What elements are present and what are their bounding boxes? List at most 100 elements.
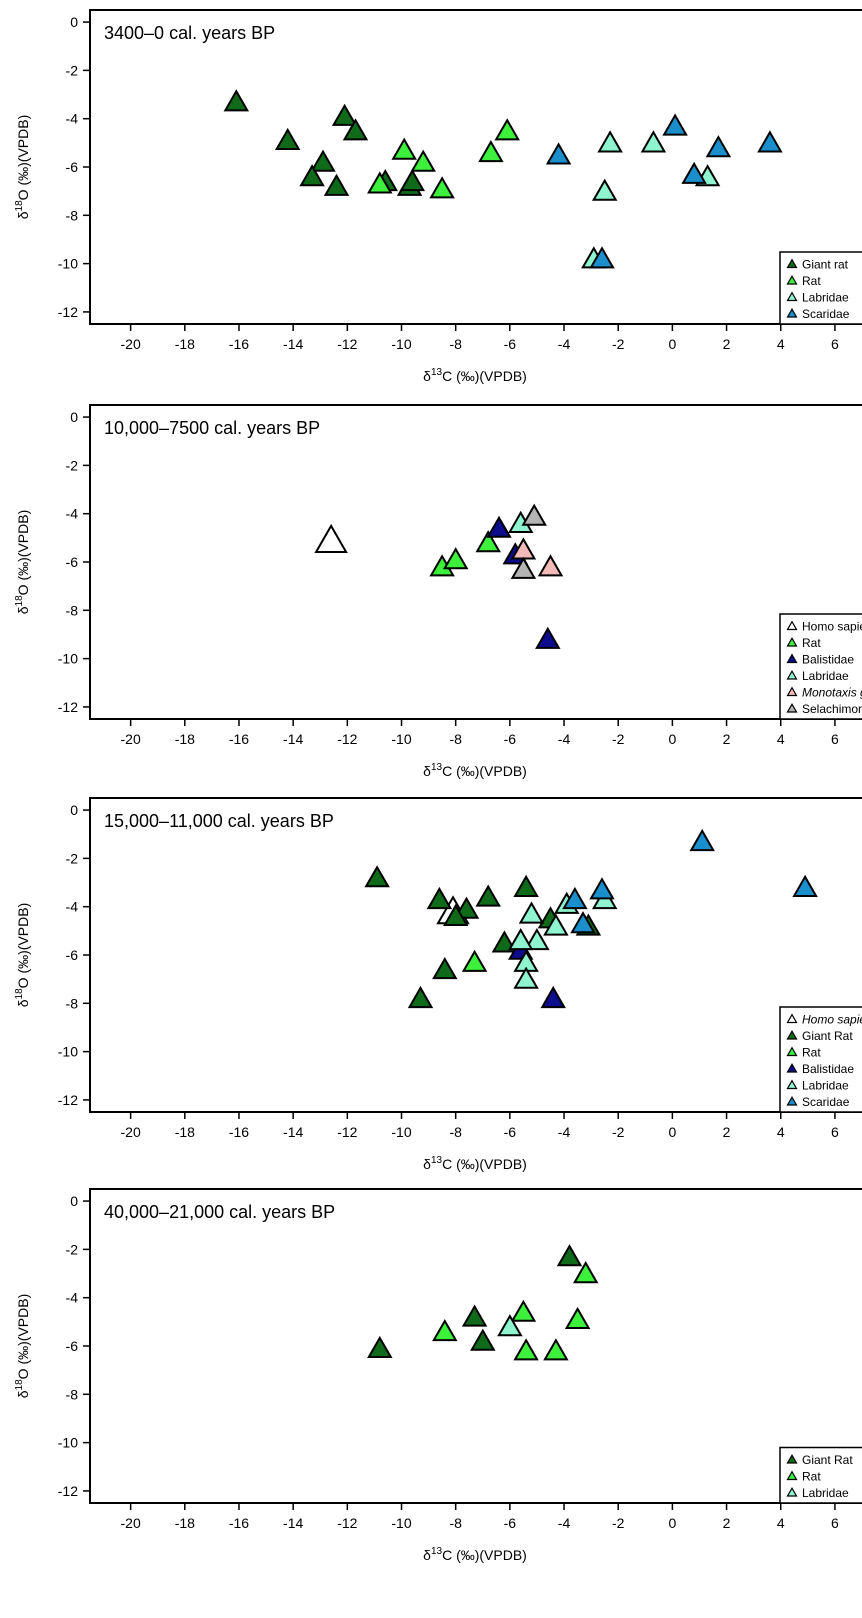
- data-point: [429, 176, 455, 199]
- x-axis-label: δ13C (‰)(VPDB): [423, 1546, 527, 1563]
- legend-label: Giant rat: [802, 258, 849, 272]
- legend-box: [779, 613, 862, 720]
- data-point: [494, 118, 520, 141]
- x-axis-label-superscript: 13: [431, 762, 443, 773]
- y-tick-label: -10: [58, 1435, 78, 1451]
- data-point: [513, 966, 539, 989]
- data-point: [310, 149, 336, 172]
- legend-marker: [786, 702, 798, 713]
- data-point: [367, 171, 393, 194]
- legend-label: Homo sapiens: [802, 620, 862, 634]
- panel-4: 0-2-4-6-8-10-12-20 -18 -16 -14 -12 -10 -8 -6 -4-…: [14, 1188, 862, 1563]
- x-axis-label-text: C (‰)(VPDB): [442, 763, 527, 779]
- data-point: [507, 927, 534, 951]
- x-tick-label: 6: [831, 336, 839, 352]
- legend-label: Monotaxis grandoculis: [802, 686, 862, 700]
- data-point: [510, 556, 537, 579]
- data-point: [572, 1260, 599, 1284]
- legend-label: Rat: [802, 274, 821, 288]
- legend-marker: [786, 1470, 798, 1481]
- legend-marker: [786, 1062, 798, 1073]
- series-labridae: [497, 1314, 523, 1337]
- y-tick-label: -10: [58, 256, 78, 272]
- data-point: [299, 164, 325, 187]
- legend-label: Labridae: [802, 1486, 849, 1500]
- data-point: [486, 515, 512, 538]
- x-tick-label: -8: [449, 731, 462, 747]
- y-tick-label: 0: [70, 14, 78, 30]
- x-tick-label: -14: [283, 731, 303, 747]
- y-tick-label: -8: [66, 1386, 79, 1402]
- y-tick-label: -12: [58, 304, 78, 320]
- series-labridae: [507, 886, 618, 989]
- x-tick-label: -18: [175, 731, 195, 747]
- data-point: [570, 911, 596, 934]
- data-point: [545, 142, 572, 165]
- y-axis-label-symbol: δ: [15, 999, 31, 1007]
- x-axis-label-superscript: 13: [431, 367, 443, 378]
- y-tick-label: -8: [66, 602, 79, 618]
- x-tick-label: -12: [337, 336, 357, 352]
- legend-label: Rat: [802, 1470, 821, 1484]
- x-axis-label-superscript: 13: [431, 1546, 443, 1557]
- data-point: [589, 246, 615, 269]
- x-tick-label: 2: [723, 1515, 731, 1531]
- legend-marker: [786, 1453, 798, 1464]
- data-point: [364, 865, 390, 888]
- x-tick-label: 2: [723, 731, 731, 747]
- y-axis-label-text: O (‰)(VPDB): [15, 510, 31, 596]
- x-tick-label: 4: [777, 1515, 785, 1531]
- panel-1: 0-2-4-6-8-10-12-20 -18 -16 -14 -12 -10 -8 -6 -4-…: [14, 9, 862, 384]
- legend: Giant Rat Rat Labridae: [779, 1446, 862, 1504]
- legend-marker: [786, 686, 798, 697]
- panel-title: 40,000–21,000 cal. years BP: [104, 1202, 335, 1222]
- data-point: [410, 149, 436, 172]
- data-point: [342, 118, 369, 141]
- x-tick-label: -8: [449, 336, 462, 352]
- x-tick-label: 0: [668, 1124, 676, 1140]
- legend-label: Homo sapiens: [802, 1013, 862, 1027]
- data-point: [442, 903, 469, 926]
- y-tick-label: -12: [58, 1092, 78, 1108]
- y-axis-label-text: O (‰)(VPDB): [15, 903, 31, 989]
- y-tick-label: -2: [66, 62, 79, 78]
- legend-label: Balistidae: [802, 653, 854, 667]
- series-selachimorpha: [510, 503, 547, 579]
- x-tick-label: -10: [391, 1515, 411, 1531]
- data-point: [535, 626, 561, 649]
- y-tick-label: -4: [66, 506, 79, 522]
- y-axis-label-text: O (‰)(VPDB): [15, 1294, 31, 1380]
- x-axis-label-symbol: δ: [423, 1156, 431, 1172]
- legend-label: Balistidae: [802, 1062, 854, 1076]
- data-point: [562, 886, 588, 910]
- x-axis-label: δ13C (‰)(VPDB): [423, 1155, 527, 1172]
- legend-marker: [786, 620, 798, 631]
- x-axis-label-symbol: δ: [423, 1547, 431, 1563]
- x-tick-label: -10: [391, 731, 411, 747]
- x-tick-label: -2: [612, 731, 625, 747]
- x-axis-label-symbol: δ: [423, 368, 431, 384]
- data-point: [475, 884, 501, 907]
- data-point: [540, 985, 566, 1009]
- legend-label: Labridae: [802, 1079, 849, 1093]
- data-point: [367, 1335, 393, 1358]
- legend-label: Scaridae: [802, 1095, 850, 1109]
- legend: Homo sapiens Rat Balistidae Labridae Monotax…: [779, 613, 862, 720]
- x-tick-label: 0: [668, 731, 676, 747]
- panel-title: 3400–0 cal. years BP: [104, 23, 275, 43]
- legend-label: Giant Rat: [802, 1029, 853, 1043]
- y-tick-label: -6: [66, 554, 79, 570]
- x-tick-label: -12: [337, 731, 357, 747]
- legend-marker: [786, 1095, 798, 1106]
- legend-label: Scaridae: [802, 307, 850, 321]
- series-scaridae: [545, 113, 783, 269]
- data-point: [331, 103, 358, 126]
- data-point: [478, 139, 504, 163]
- series-scaridae: [562, 828, 818, 934]
- x-axis-label-text: C (‰)(VPDB): [442, 368, 527, 384]
- y-axis-label: δ18O (‰)(VPDB): [14, 1294, 31, 1398]
- y-axis-label-superscript: 18: [14, 595, 25, 607]
- data-point: [591, 178, 618, 201]
- y-tick-label: -4: [66, 899, 79, 915]
